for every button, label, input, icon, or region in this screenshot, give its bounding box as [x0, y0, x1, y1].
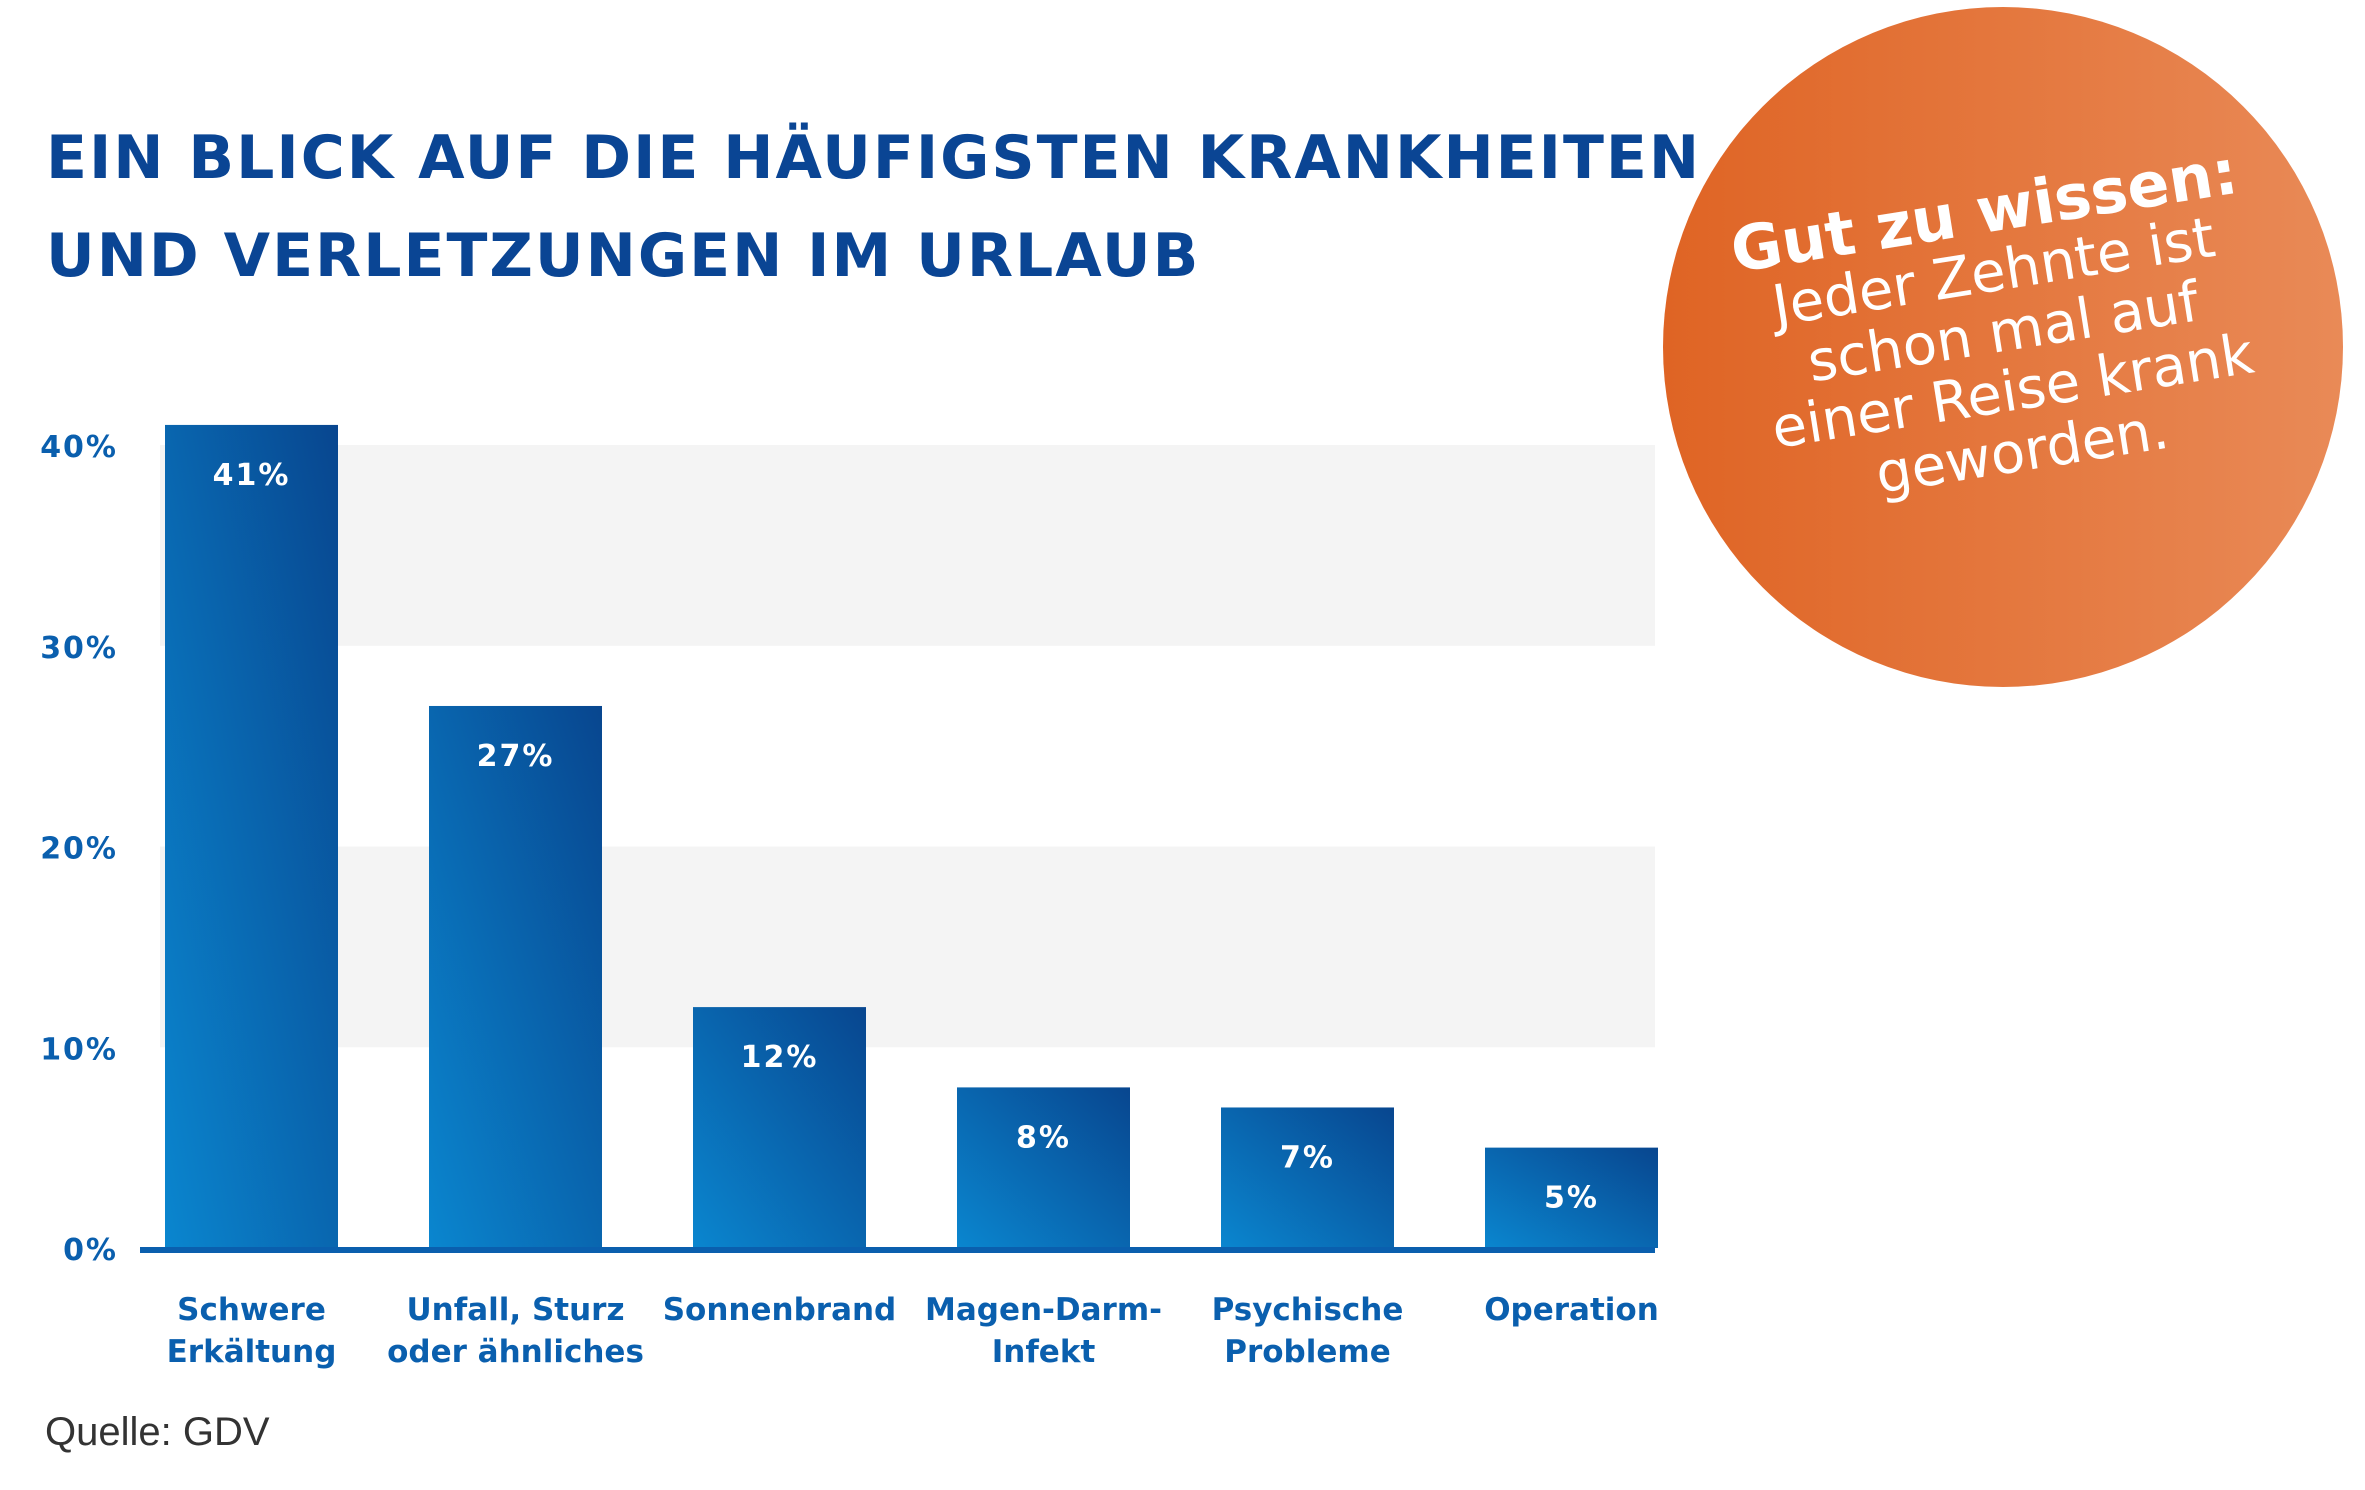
bar-value-label: 8% — [1016, 1120, 1071, 1155]
bar — [693, 1007, 866, 1248]
source-note: Quelle: GDV — [45, 1410, 270, 1454]
bar — [957, 1087, 1130, 1248]
y-tick-label: 10% — [40, 1032, 118, 1067]
bar-value-label: 27% — [477, 739, 555, 774]
x-category-label: Schwere Erkältung — [167, 1292, 337, 1370]
bar-value-label: 7% — [1280, 1140, 1335, 1175]
bar-value-label: 5% — [1544, 1181, 1599, 1216]
grid-bands — [160, 445, 1655, 1048]
y-tick-label: 40% — [40, 430, 118, 465]
info-badge: Gut zu wissen: Jeder Zehnte ist schon ma… — [1663, 7, 2343, 687]
x-category-label: Unfall, Sturz oder ähnliches — [387, 1292, 644, 1370]
x-category-label: Magen-Darm-Infekt — [925, 1292, 1162, 1370]
bar — [429, 705, 602, 1248]
bar — [1485, 1147, 1658, 1248]
x-category-label: Operation — [1484, 1292, 1659, 1328]
bar-value-label: 41% — [213, 458, 291, 493]
grid-band — [160, 445, 1655, 646]
y-tick-label: 0% — [63, 1233, 118, 1268]
y-axis-tick-labels: 0% 10% 20% 30% 40% — [40, 430, 118, 1268]
x-category-label: Psychische Probleme — [1212, 1292, 1404, 1370]
bar — [1221, 1107, 1394, 1248]
x-axis-category-labels: Schwere Erkältung Unfall, Sturz oder ähnlic… — [167, 1292, 1659, 1370]
chart-title-line-1: EIN BLICK AUF DIE HÄUFIGSTEN KRANKHEITEN — [46, 123, 1702, 193]
bar — [165, 424, 338, 1248]
y-tick-label: 30% — [40, 631, 118, 666]
grid-band — [160, 846, 1655, 1048]
bars-group: 41% 27% 12% 8% 7% 5% — [165, 424, 1658, 1248]
bar-value-label: 12% — [741, 1040, 819, 1075]
chart-title-line-2: UND VERLETZUNGEN IM URLAUB — [46, 221, 1201, 291]
badge-text: Gut zu wissen: Jeder Zehnte ist schon ma… — [1643, 126, 2363, 536]
x-category-label: Sonnenbrand — [663, 1292, 897, 1328]
y-tick-label: 20% — [40, 832, 118, 867]
